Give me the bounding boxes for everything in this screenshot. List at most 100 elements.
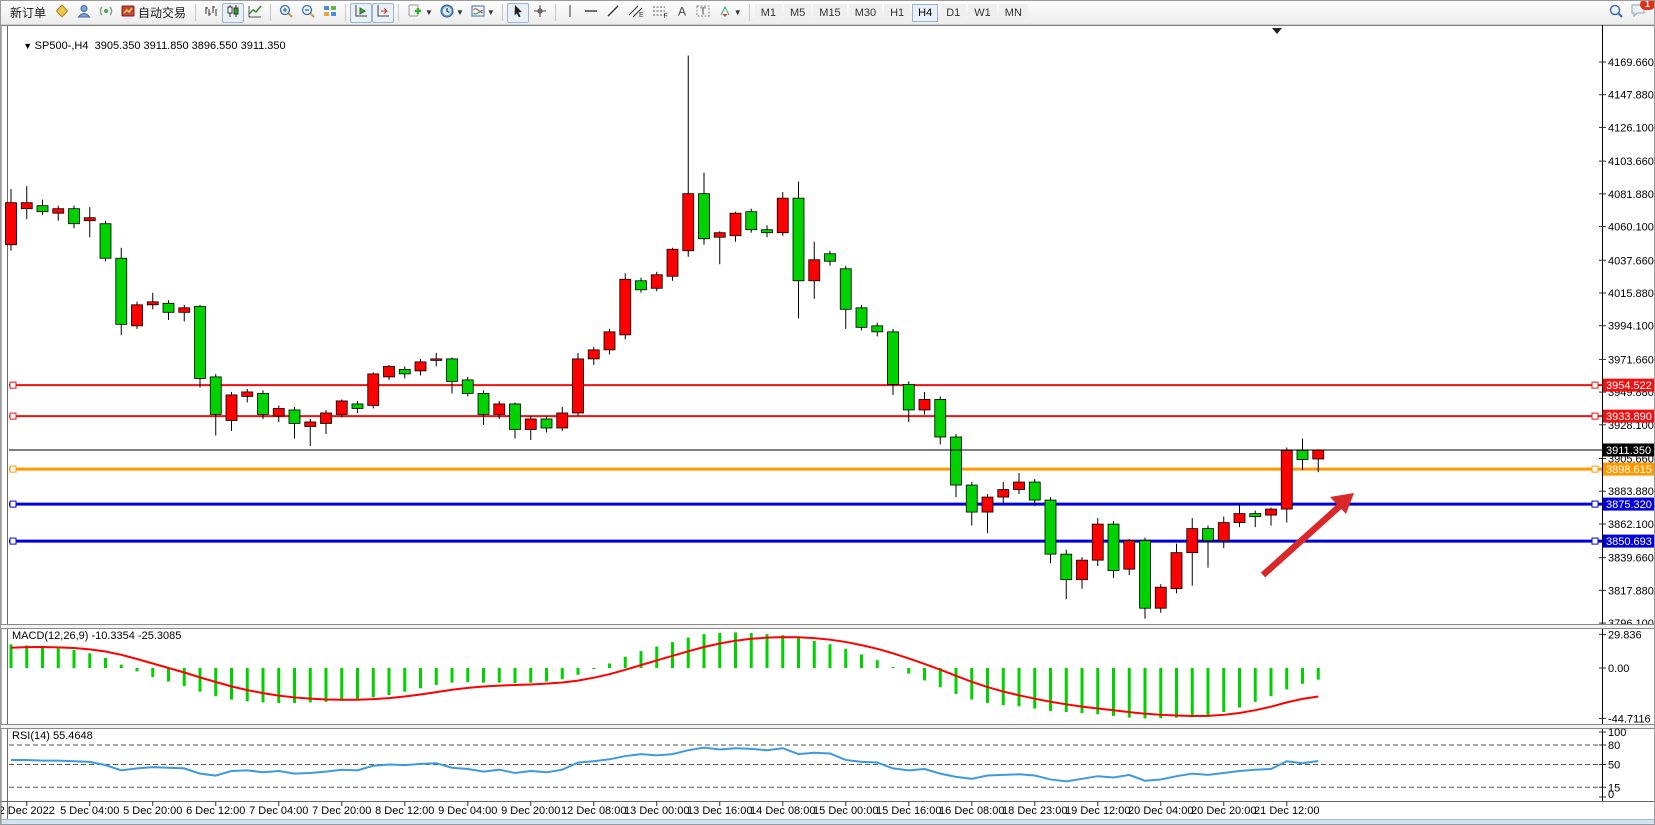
text-label-button[interactable]: T — [692, 3, 714, 23]
tile-windows-button[interactable] — [319, 3, 341, 23]
candle-body — [162, 302, 175, 313]
line-handle[interactable] — [9, 381, 17, 389]
candle-body — [572, 358, 584, 414]
candle-body — [1060, 553, 1073, 581]
macd-indicator-label: MACD(12,26,9) -10.3354 -25.3085 — [12, 630, 182, 642]
candle-body — [918, 399, 931, 411]
toolbar-separator — [195, 4, 197, 21]
zoom-out-button[interactable] — [297, 3, 319, 23]
auto-scroll-button[interactable] — [350, 2, 373, 23]
candle-body — [808, 259, 821, 282]
timeframe-m30[interactable]: M30 — [848, 4, 883, 22]
templates-dropdown-arrow[interactable]: ▼ — [486, 8, 495, 17]
candle-body — [320, 412, 332, 424]
date-axis-label: 20 Dec 20:00 — [1191, 805, 1256, 817]
fibonacci-button[interactable]: F — [648, 3, 672, 23]
trend-arrow-head[interactable] — [1330, 493, 1354, 514]
vertical-line-button[interactable] — [560, 3, 580, 23]
text-button[interactable]: A — [672, 3, 692, 23]
timeframe-mn[interactable]: MN — [998, 4, 1028, 22]
chart-shift-marker[interactable] — [1272, 28, 1282, 34]
timeframe-h4[interactable]: H4 — [912, 4, 939, 22]
chart-shift-button[interactable] — [372, 2, 395, 23]
toolbar-separator — [554, 4, 556, 21]
chart-background — [1, 25, 1654, 819]
candle-body — [824, 253, 836, 262]
candle-body — [36, 205, 49, 213]
templates-button[interactable]: ▼ — [467, 3, 498, 23]
panel-separator[interactable] — [1, 724, 1655, 728]
profiles-button[interactable] — [73, 3, 95, 23]
rsi-indicator-label: RSI(14) 55.4648 — [12, 730, 93, 742]
arrows-dropdown-arrow[interactable]: ▼ — [733, 8, 742, 17]
timeframe-h1[interactable]: H1 — [884, 4, 911, 22]
price-axis-label: 3971.660 — [1608, 354, 1654, 366]
date-axis-label: 7 Dec 04:00 — [249, 805, 308, 817]
market-watch-button[interactable] — [51, 3, 73, 23]
candle-body — [209, 376, 222, 415]
signal-icon — [98, 3, 114, 22]
line-chart-button[interactable] — [244, 3, 266, 23]
bar-chart-button[interactable] — [200, 3, 222, 23]
rsi-line — [11, 746, 1319, 783]
candle-body — [414, 361, 427, 372]
search-button[interactable] — [1605, 3, 1627, 23]
line-handle[interactable] — [1591, 381, 1599, 389]
date-axis-label: 13 Dec 16:00 — [687, 805, 752, 817]
line-handle[interactable] — [1591, 537, 1599, 545]
new-order-label: 新订单 — [10, 6, 47, 20]
line-handle[interactable] — [1591, 500, 1599, 508]
search-icon — [1608, 3, 1624, 22]
support-price-badge-text: 3875.320 — [1606, 499, 1652, 511]
horizontal-line-button[interactable] — [580, 3, 602, 23]
line-handle[interactable] — [9, 412, 17, 420]
line-handle[interactable] — [9, 465, 17, 473]
crosshair-button[interactable] — [529, 3, 551, 23]
rsi-axis-label: 100 — [1608, 727, 1626, 739]
trend-arrow-shaft[interactable] — [1260, 502, 1344, 578]
equidistant-channel-button[interactable]: E — [624, 3, 648, 23]
tile-windows-icon — [322, 3, 338, 22]
candle-body — [713, 232, 726, 238]
new-order-button[interactable]: 新订单 — [5, 3, 51, 23]
arrow-objects-button[interactable]: ▼ — [714, 3, 745, 23]
line-handle[interactable] — [1591, 412, 1599, 420]
indicators-dropdown-arrow[interactable]: ▼ — [425, 8, 433, 17]
zoom-in-button[interactable] — [275, 3, 297, 23]
candle-body — [1217, 522, 1230, 542]
notification-badge[interactable]: 1 — [1640, 1, 1654, 10]
text-a-icon: A — [675, 3, 689, 22]
timeframe-w1[interactable]: W1 — [968, 4, 997, 22]
template-icon — [470, 3, 486, 22]
text-label-icon: T — [695, 3, 711, 22]
candle-body — [477, 393, 490, 415]
timeframe-m5[interactable]: M5 — [784, 4, 812, 22]
price-axis-label: 4147.880 — [1608, 90, 1654, 102]
timeframe-d1[interactable]: D1 — [940, 4, 967, 22]
periods-dropdown-arrow[interactable]: ▼ — [455, 8, 464, 17]
timeframe-m1[interactable]: M1 — [754, 4, 782, 22]
candle-body — [493, 403, 506, 415]
indicators-button[interactable]: ▼ — [403, 3, 436, 23]
trendline-button[interactable] — [602, 3, 624, 23]
line-handle[interactable] — [9, 537, 17, 545]
candle-body — [1296, 450, 1309, 460]
periods-button[interactable]: ▼ — [436, 3, 467, 23]
candle-body — [682, 193, 695, 252]
date-axis-label: 20 Dec 04:00 — [1128, 805, 1193, 817]
candle-body — [666, 248, 679, 277]
candle-body — [981, 496, 994, 513]
svg-text:A: A — [678, 5, 686, 19]
candle-body — [934, 399, 947, 438]
cursor-button[interactable] — [506, 2, 529, 23]
candle-body — [603, 331, 616, 351]
candlestick-chart-button[interactable] — [222, 2, 245, 23]
market-watch-diamond-icon — [54, 3, 70, 22]
panel-separator[interactable] — [1, 624, 1655, 628]
symbol-dropdown-arrow[interactable]: ▼ — [23, 41, 35, 51]
line-handle[interactable] — [9, 500, 17, 508]
timeframe-m15[interactable]: M15 — [813, 4, 847, 22]
auto-trading-button[interactable]: 自动交易 — [117, 3, 191, 23]
alerts-button[interactable] — [95, 3, 117, 23]
line-handle[interactable] — [1591, 465, 1599, 473]
